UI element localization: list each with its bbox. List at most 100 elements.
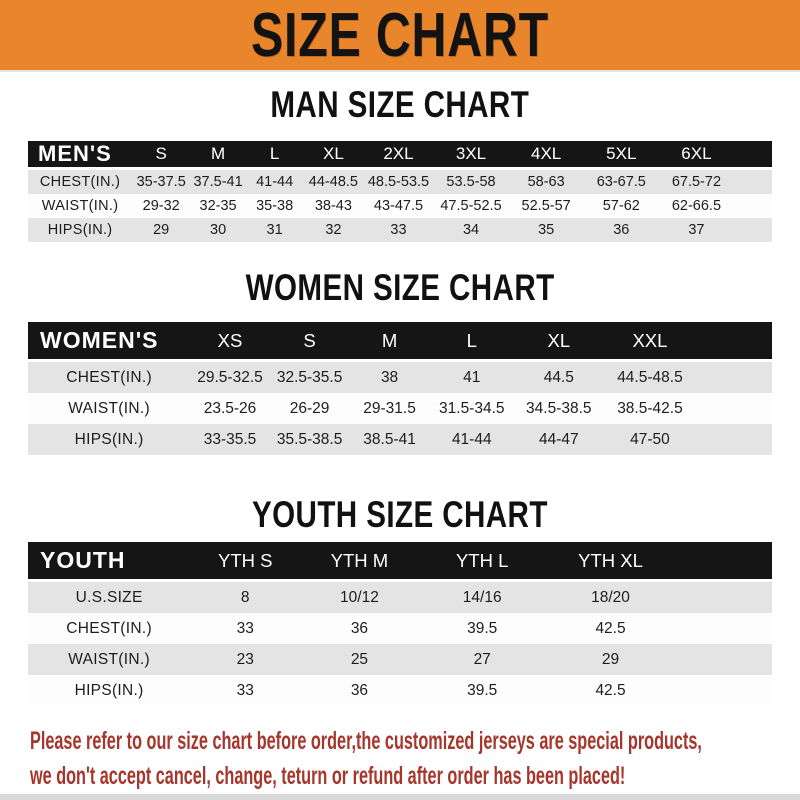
size-cell: 42.5 <box>545 613 676 644</box>
filler-cell <box>696 322 772 362</box>
women-section: WOMEN SIZE CHART WOMEN'S XS S M L XL XXL… <box>0 267 800 455</box>
row-label: CHEST(IN.) <box>28 613 191 644</box>
men-section: MAN SIZE CHART MEN'S S M L XL 2XL 3XL 4X… <box>0 84 800 242</box>
size-cell: 35-37.5 <box>132 170 191 194</box>
women-section-title: WOMEN SIZE CHART <box>0 267 800 308</box>
women-table-corner-label: WOMEN'S <box>28 322 191 362</box>
size-cell: 14/16 <box>418 582 546 613</box>
filler-cell <box>675 644 772 675</box>
filler-cell <box>696 424 772 455</box>
table-row: CHEST(IN.) 33 36 39.5 42.5 <box>28 613 772 644</box>
col-header: L <box>429 322 514 362</box>
size-cell: 26-29 <box>269 393 350 424</box>
women-size-table: WOMEN'S XS S M L XL XXL CHEST(IN.) 29.5-… <box>28 322 772 455</box>
table-row: HIPS(IN.) 33 36 39.5 42.5 <box>28 675 772 706</box>
size-chart-banner: SIZE CHART <box>0 0 800 70</box>
filler-cell <box>696 393 772 424</box>
order-note-line-1: Please refer to our size chart before or… <box>30 727 702 755</box>
size-cell: 53.5-58 <box>433 170 509 194</box>
table-row: CHEST(IN.) 29.5-32.5 32.5-35.5 38 41 44.… <box>28 362 772 393</box>
size-cell: 38.5-42.5 <box>603 393 697 424</box>
size-cell: 33-35.5 <box>190 424 270 455</box>
youth-size-table: YOUTH YTH S YTH M YTH L YTH XL U.S.SIZE … <box>28 542 772 706</box>
row-label: U.S.SIZE <box>28 582 191 613</box>
size-cell: 36 <box>300 613 419 644</box>
youth-section: YOUTH SIZE CHART YOUTH YTH S YTH M YTH L… <box>0 496 800 706</box>
col-header: XS <box>190 322 270 362</box>
size-cell: 41 <box>429 362 514 393</box>
col-header: XXL <box>603 322 697 362</box>
row-label: WAIST(IN.) <box>28 644 191 675</box>
size-cell: 29 <box>132 218 191 242</box>
size-cell: 33 <box>190 675 301 706</box>
size-cell: 34.5-38.5 <box>513 393 604 424</box>
col-header: YTH L <box>418 542 546 582</box>
size-cell: 25 <box>300 644 419 675</box>
youth-table-corner-label: YOUTH <box>28 542 191 582</box>
filler-cell <box>734 194 772 218</box>
col-header: YTH S <box>190 542 301 582</box>
size-cell: 43-47.5 <box>363 194 434 218</box>
men-size-table: MEN'S S M L XL 2XL 3XL 4XL 5XL 6XL CHEST… <box>28 141 772 242</box>
col-header: XL <box>303 141 364 170</box>
size-cell: 39.5 <box>418 675 546 706</box>
size-cell: 48.5-53.5 <box>363 170 434 194</box>
size-cell: 29-31.5 <box>349 393 430 424</box>
table-row: U.S.SIZE 8 10/12 14/16 18/20 <box>28 582 772 613</box>
table-row: HIPS(IN.) 33-35.5 35.5-38.5 38.5-41 41-4… <box>28 424 772 455</box>
size-cell: 32 <box>303 218 364 242</box>
size-cell: 8 <box>190 582 301 613</box>
size-cell: 33 <box>363 218 434 242</box>
size-cell: 57-62 <box>583 194 659 218</box>
filler-cell <box>675 582 772 613</box>
row-label: CHEST(IN.) <box>28 362 191 393</box>
size-cell: 41-44 <box>429 424 514 455</box>
size-cell: 63-67.5 <box>583 170 659 194</box>
size-cell: 47-50 <box>603 424 697 455</box>
size-cell: 18/20 <box>545 582 676 613</box>
size-cell: 62-66.5 <box>658 194 734 218</box>
size-cell: 31 <box>245 218 304 242</box>
size-cell: 67.5-72 <box>658 170 734 194</box>
filler-cell <box>675 542 772 582</box>
men-section-title: MAN SIZE CHART <box>0 84 800 125</box>
order-note: Please refer to our size chart before or… <box>0 726 800 795</box>
col-header: L <box>245 141 304 170</box>
size-cell: 23 <box>190 644 301 675</box>
size-cell: 27 <box>418 644 546 675</box>
size-cell: 42.5 <box>545 675 676 706</box>
col-header: M <box>349 322 430 362</box>
table-row: HIPS(IN.) 29 30 31 32 33 34 35 36 37 <box>28 218 772 242</box>
order-note-line-2: we don't accept cancel, change, teturn o… <box>30 761 626 790</box>
col-header: 2XL <box>363 141 434 170</box>
size-cell: 44.5-48.5 <box>603 362 697 393</box>
men-section-title-text: MAN SIZE CHART <box>270 84 530 125</box>
size-cell: 35-38 <box>245 194 304 218</box>
col-header: 3XL <box>433 141 509 170</box>
size-cell: 41-44 <box>245 170 304 194</box>
size-cell: 58-63 <box>508 170 584 194</box>
men-header-row: MEN'S S M L XL 2XL 3XL 4XL 5XL 6XL <box>28 141 772 170</box>
table-row: CHEST(IN.) 35-37.5 37.5-41 41-44 44-48.5… <box>28 170 772 194</box>
bottom-edge-strip <box>0 794 800 800</box>
youth-section-title: YOUTH SIZE CHART <box>0 496 800 533</box>
women-section-title-text: WOMEN SIZE CHART <box>245 267 555 308</box>
size-cell: 44.5 <box>513 362 604 393</box>
size-cell: 30 <box>190 218 246 242</box>
size-cell: 37 <box>658 218 734 242</box>
size-cell: 36 <box>583 218 659 242</box>
filler-cell <box>734 141 772 170</box>
women-header-row: WOMEN'S XS S M L XL XXL <box>28 322 772 362</box>
size-cell: 47.5-52.5 <box>433 194 509 218</box>
size-cell: 38-43 <box>303 194 364 218</box>
col-header: 6XL <box>658 141 734 170</box>
size-cell: 35.5-38.5 <box>269 424 350 455</box>
size-cell: 35 <box>508 218 584 242</box>
col-header: S <box>132 141 191 170</box>
filler-cell <box>675 613 772 644</box>
men-table-corner-label: MEN'S <box>28 141 133 170</box>
table-row: WAIST(IN.) 29-32 32-35 35-38 38-43 43-47… <box>28 194 772 218</box>
col-header: 5XL <box>583 141 659 170</box>
col-header: YTH XL <box>545 542 676 582</box>
size-cell: 39.5 <box>418 613 546 644</box>
